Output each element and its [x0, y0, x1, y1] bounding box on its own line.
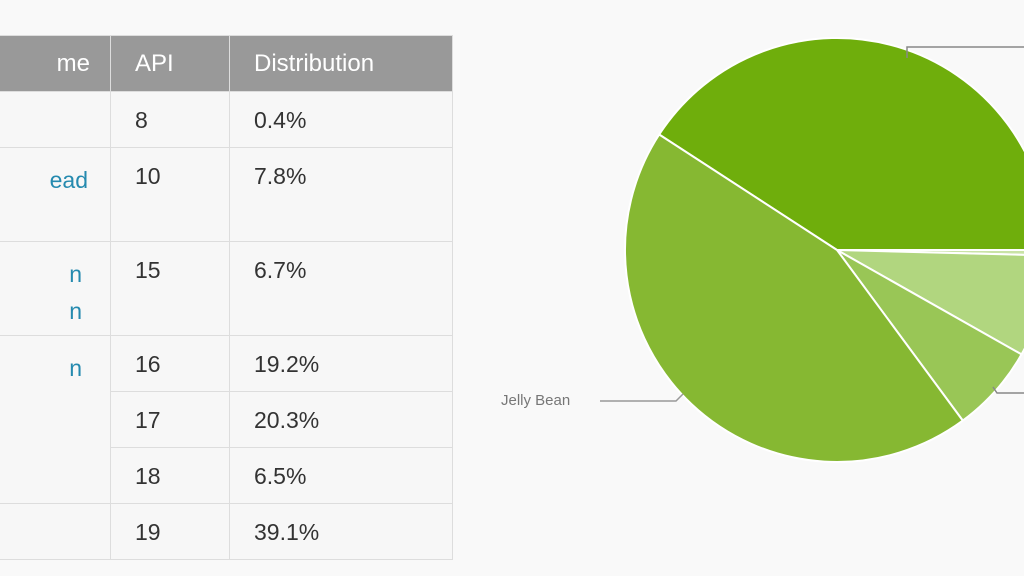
api-cell: 15 [110, 241, 230, 336]
header-api: API [110, 35, 230, 92]
version-link[interactable] [0, 91, 111, 148]
table-header-row: me API Distribution [0, 35, 453, 92]
pie-chart-svg [600, 37, 1024, 463]
table-row: n 16 19.2% [0, 335, 453, 504]
header-codename: me [0, 35, 111, 92]
pie-chart: Jelly Bean [460, 0, 1024, 576]
api-cell: 8 [110, 91, 230, 148]
distribution-cell: 6.7% [229, 241, 453, 336]
pie-label-jelly-bean: Jelly Bean [501, 392, 571, 409]
table-row: 17 20.3% [0, 391, 453, 448]
header-distribution: Distribution [229, 35, 453, 92]
distribution-cell: 7.8% [229, 147, 453, 242]
version-link[interactable] [0, 503, 111, 560]
distribution-cell: 39.1% [229, 503, 453, 560]
distribution-cell: 0.4% [229, 91, 453, 148]
version-link[interactable]: ead [0, 147, 111, 242]
pie-slice-kitkat[interactable] [657, 37, 1024, 251]
table-row: 19 39.1% [0, 503, 453, 560]
leader-line-jelly-bean [600, 393, 684, 402]
api-cell: 18 [110, 447, 230, 504]
version-link[interactable]: n [0, 335, 111, 504]
distribution-cell: 20.3% [229, 391, 453, 448]
leader-line-kitkat [906, 46, 1024, 58]
table-row: n n 15 6.7% [0, 241, 453, 336]
distribution-table-container: me API Distribution 8 0.4% ead 10 7.8% n… [0, 35, 453, 560]
distribution-cell: 19.2% [229, 335, 453, 392]
table-row: 8 0.4% [0, 91, 453, 148]
version-link[interactable]: n n [0, 241, 111, 336]
api-cell: 17 [110, 391, 230, 448]
leader-line-ics [992, 386, 1024, 394]
api-cell: 16 [110, 335, 230, 392]
table-row: ead 10 7.8% [0, 147, 453, 242]
distribution-table: me API Distribution 8 0.4% ead 10 7.8% n… [0, 35, 453, 560]
api-cell: 10 [110, 147, 230, 242]
api-cell: 19 [110, 503, 230, 560]
pie-slice-jelly-bean[interactable] [624, 133, 965, 463]
distribution-cell: 6.5% [229, 447, 453, 504]
